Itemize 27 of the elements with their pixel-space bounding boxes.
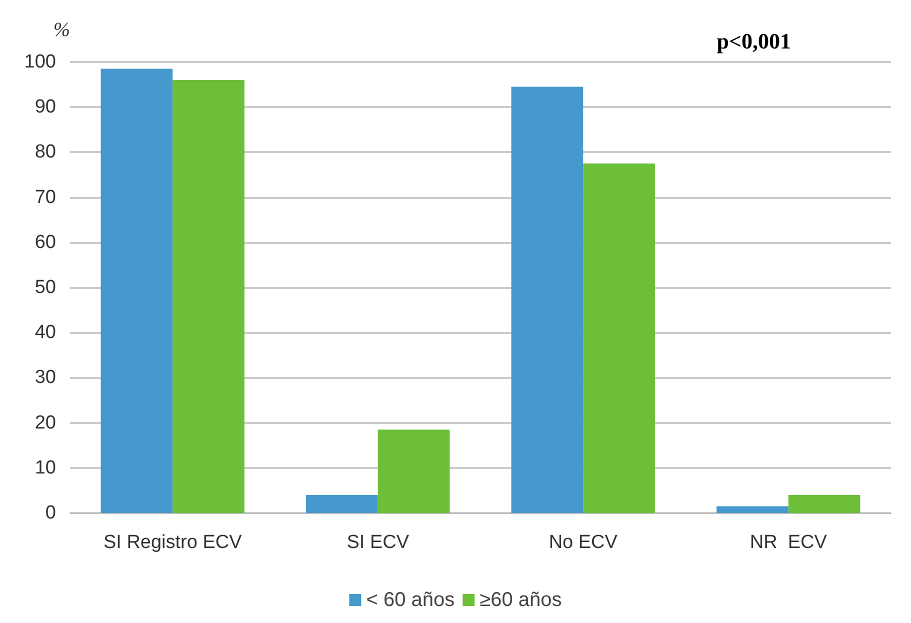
y-tick-label: 50	[34, 277, 56, 298]
bar	[172, 80, 244, 513]
y-tick-label: 10	[34, 457, 56, 478]
x-tick-label: NR ECV	[750, 532, 828, 553]
bar	[100, 68, 173, 513]
y-tick-label: 60	[34, 232, 56, 253]
bar	[378, 430, 450, 513]
bar	[511, 86, 584, 513]
bar	[716, 506, 788, 513]
y-tick-label: 20	[34, 412, 56, 434]
y-tick-label: 30	[34, 367, 56, 388]
x-tick-label: No ECV	[548, 532, 618, 553]
y-axis-title: %	[53, 19, 70, 41]
y-tick-label: 80	[34, 142, 56, 163]
y-tick-label: 40	[34, 322, 56, 344]
legend-label: < 60 años	[366, 589, 455, 611]
x-tick-label: SI ECV	[346, 532, 410, 553]
y-tick-label: 0	[45, 502, 56, 524]
y-tick-label: 70	[34, 186, 56, 208]
bar	[306, 494, 378, 513]
bar	[788, 494, 860, 513]
text: p<0,001	[716, 28, 792, 54]
legend-label: ≥60 años	[480, 589, 562, 611]
bar	[583, 163, 655, 513]
y-tick-label: 90	[34, 96, 56, 118]
y-tick-label: 100	[24, 52, 56, 72]
x-tick-label: SI Registro ECV	[103, 532, 242, 553]
